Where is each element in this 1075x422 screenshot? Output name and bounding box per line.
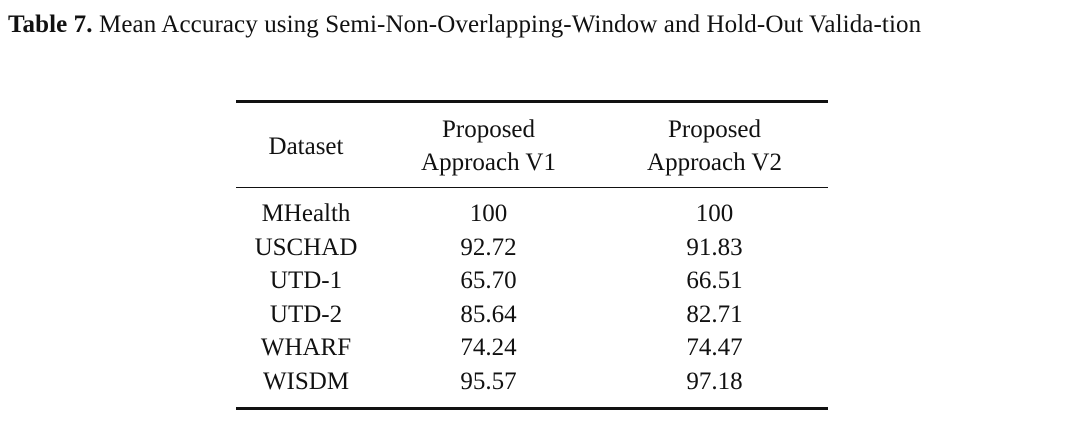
cell-v1: 92.72 <box>460 233 517 261</box>
table-row: UTD-2 85.64 82.71 <box>236 298 828 332</box>
cell-v1: 100 <box>469 200 508 227</box>
header-dataset: Dataset <box>236 100 376 188</box>
cell-v2: 82.71 <box>686 300 743 328</box>
table-row: USCHAD 92.72 91.83 <box>236 231 828 265</box>
header-v2-line2: Approach V2 <box>647 149 782 176</box>
table-row: WHARF 74.24 74.47 <box>236 331 828 365</box>
cell-v1: 65.70 <box>460 267 517 295</box>
cell-v2: 91.83 <box>686 233 743 261</box>
results-table: Dataset Proposed Approach V1 Proposed Ap… <box>236 100 828 410</box>
table-header: Dataset Proposed Approach V1 Proposed Ap… <box>236 100 828 188</box>
table-body: MHealth 100 100 USCHAD 92.72 91.83 UTD-1… <box>236 188 828 410</box>
results-table-container: Dataset Proposed Approach V1 Proposed Ap… <box>236 100 828 410</box>
cell-v1: 95.57 <box>376 364 601 410</box>
cell-v2: 100 <box>695 200 734 227</box>
cell-v1: 74.24 <box>460 334 517 362</box>
table-row: MHealth 100 100 <box>236 188 828 231</box>
table-caption: Table 7. Mean Accuracy using Semi-Non-Ov… <box>8 8 1063 41</box>
header-v2-line1: Proposed <box>667 116 762 143</box>
cell-v2: 66.51 <box>686 267 743 295</box>
cell-dataset: UTD-2 <box>269 300 343 328</box>
header-row: Dataset Proposed Approach V1 Proposed Ap… <box>236 100 828 188</box>
header-approach-v2: Proposed Approach V2 <box>601 100 828 188</box>
table-row: UTD-1 65.70 66.51 <box>236 264 828 298</box>
header-approach-v1: Proposed Approach V1 <box>376 100 601 188</box>
caption-label: Table 7. <box>8 11 93 38</box>
cell-dataset: UTD-1 <box>269 267 343 295</box>
cell-dataset: WISDM <box>236 364 376 410</box>
cell-v2: 74.47 <box>686 334 743 362</box>
cell-v2: 97.18 <box>601 364 828 410</box>
caption-text: Mean Accuracy using Semi-Non-Overlapping… <box>99 11 922 38</box>
table-row: WISDM 95.57 97.18 <box>236 364 828 410</box>
cell-dataset: USCHAD <box>254 233 358 261</box>
cell-dataset: MHealth <box>261 200 351 227</box>
header-v1-line2: Approach V1 <box>421 149 556 176</box>
cell-v1: 85.64 <box>460 300 517 328</box>
cell-dataset: WHARF <box>260 334 352 362</box>
header-v1-line1: Proposed <box>441 116 536 143</box>
